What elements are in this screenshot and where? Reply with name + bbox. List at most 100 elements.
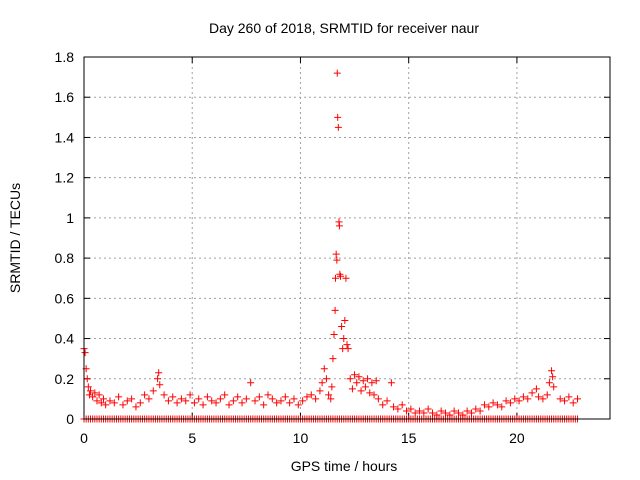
data-point xyxy=(341,316,349,324)
data-point xyxy=(334,123,342,131)
data-point xyxy=(374,395,382,403)
data-point xyxy=(221,391,229,399)
data-point xyxy=(242,395,250,403)
data-point xyxy=(247,379,255,387)
data-point xyxy=(489,399,497,407)
data-point xyxy=(574,395,582,403)
data-point xyxy=(190,399,198,407)
data-point xyxy=(156,381,164,389)
data-point xyxy=(186,391,194,399)
data-point xyxy=(255,393,263,401)
data-point xyxy=(145,395,153,403)
data-point xyxy=(348,385,356,393)
data-point xyxy=(519,393,527,401)
data-point xyxy=(160,391,168,399)
x-tick-label: 0 xyxy=(80,430,88,446)
data-point xyxy=(132,403,140,411)
data-point xyxy=(368,379,376,387)
data-point xyxy=(154,375,162,383)
data-point xyxy=(97,399,105,407)
data-point xyxy=(485,403,493,411)
data-point xyxy=(437,407,445,415)
data-point xyxy=(556,395,564,403)
data-point xyxy=(549,373,557,381)
data-point xyxy=(332,250,340,258)
data-point xyxy=(331,306,339,314)
y-tick-label: 0.8 xyxy=(55,250,75,266)
data-point xyxy=(169,393,177,401)
data-point xyxy=(335,222,343,230)
y-tick-label: 1 xyxy=(66,210,74,226)
data-point xyxy=(334,113,342,121)
data-point xyxy=(286,399,294,407)
data-point xyxy=(203,393,211,401)
data-point xyxy=(472,405,480,413)
data-point xyxy=(543,391,551,399)
data-point xyxy=(325,391,333,399)
data-point xyxy=(199,401,207,409)
data-point xyxy=(307,391,315,399)
y-axis-label: SRMTID / TECUs xyxy=(7,183,23,293)
data-point xyxy=(195,395,203,403)
y-tick-label: 1.6 xyxy=(55,89,75,105)
data-point xyxy=(480,401,488,409)
data-point xyxy=(343,341,351,349)
data-point xyxy=(416,407,424,415)
data-point xyxy=(450,407,458,415)
data-point xyxy=(329,355,337,363)
data-point xyxy=(281,393,289,401)
data-point xyxy=(506,399,514,407)
y-tick-label: 0 xyxy=(66,411,74,427)
data-point xyxy=(229,397,237,405)
data-point xyxy=(91,389,99,397)
data-point xyxy=(342,274,350,282)
data-point xyxy=(420,409,428,417)
data-point xyxy=(337,272,345,280)
data-point xyxy=(93,397,101,405)
data-point xyxy=(84,383,92,391)
data-point xyxy=(106,397,114,405)
data-point xyxy=(173,399,181,407)
data-point xyxy=(273,399,281,407)
data-point xyxy=(346,375,354,383)
axis-ticks: 0 0.2 0.4 0.6 0.8 1 1.2 1.4 1.6 1.8 0 5 10 15 20 xyxy=(55,49,610,446)
data-point xyxy=(338,322,346,330)
data-point xyxy=(550,383,558,391)
data-point xyxy=(390,403,398,411)
data-point xyxy=(83,375,91,383)
data-point xyxy=(164,397,172,405)
chart-title: Day 260 of 2018, SRMTID for receiver nau… xyxy=(209,20,479,36)
data-point xyxy=(225,401,233,409)
data-point xyxy=(403,407,411,415)
data-point xyxy=(216,395,224,403)
data-point xyxy=(361,383,369,391)
data-point xyxy=(182,397,190,405)
data-point xyxy=(528,389,536,397)
data-point xyxy=(95,391,103,399)
data-point xyxy=(155,369,163,377)
data-point xyxy=(467,409,475,417)
data-point xyxy=(81,349,89,357)
data-point xyxy=(333,69,341,77)
data-point xyxy=(99,395,107,403)
data-point xyxy=(502,397,510,405)
y-tick-label: 1.2 xyxy=(55,170,75,186)
data-point xyxy=(86,387,94,395)
data-point xyxy=(208,397,216,405)
data-point xyxy=(110,399,118,407)
data-point xyxy=(264,391,272,399)
data-point xyxy=(424,405,432,413)
data-point xyxy=(387,379,395,387)
data-point xyxy=(351,371,359,379)
data-point xyxy=(411,409,419,417)
data-point xyxy=(102,401,110,409)
data-points xyxy=(80,69,582,423)
data-point xyxy=(359,377,367,385)
data-point xyxy=(407,405,415,413)
data-point xyxy=(89,393,97,401)
y-tick-label: 1.4 xyxy=(55,129,75,145)
data-point xyxy=(398,401,406,409)
data-point xyxy=(322,375,330,383)
y-tick-label: 0.2 xyxy=(55,371,75,387)
